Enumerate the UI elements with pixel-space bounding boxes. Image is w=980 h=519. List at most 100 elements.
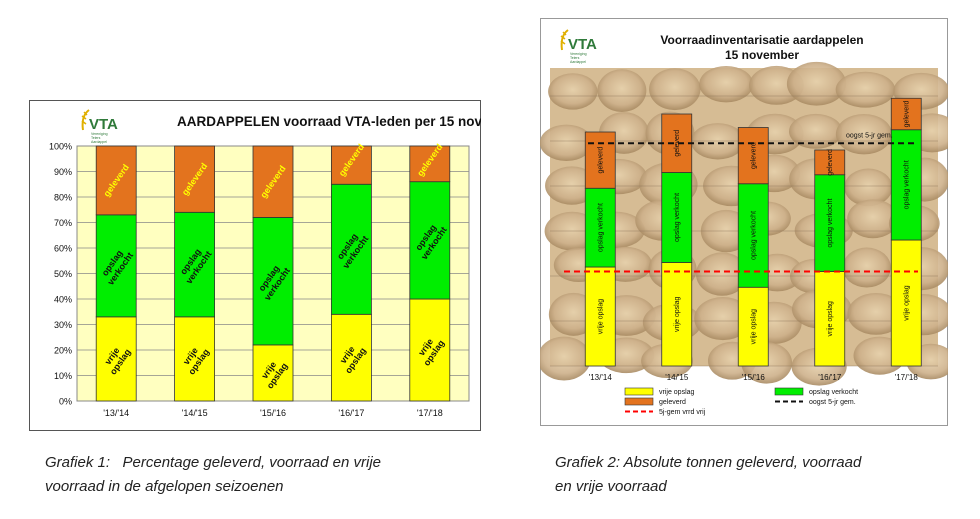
bar-label: vrije opslag	[597, 299, 604, 335]
bar-segment	[174, 211, 216, 318]
x-tick-label: '16/'17	[818, 373, 842, 382]
potato-shape	[789, 113, 843, 149]
bar-segment	[95, 145, 137, 216]
potato-shape	[548, 73, 598, 110]
legend-swatch	[624, 387, 654, 396]
bar-label: vrije opslag	[750, 309, 757, 345]
y-tick-label: 10%	[54, 371, 72, 381]
bar-segment	[174, 145, 216, 213]
chart-title: AARDAPPELEN voorraad VTA-leden per 15 no…	[177, 114, 481, 129]
logo-subtext: Telers	[91, 136, 101, 140]
bar-segment	[737, 127, 769, 185]
potato-shape	[696, 252, 749, 296]
bar-segment	[95, 214, 137, 318]
bar-label: geleverd	[750, 142, 757, 169]
caption-right-line1: Grafiek 2: Absolute tonnen geleverd, voo…	[555, 454, 862, 471]
potato-shape	[842, 247, 891, 288]
logo-text: VTA	[89, 116, 118, 133]
legend-label: geleverd	[659, 399, 686, 406]
y-tick-label: 80%	[54, 193, 72, 203]
wheat-icon-leaves	[560, 31, 567, 45]
caption-left-line1: Grafiek 1: Percentage geleverd, voorraad…	[45, 454, 382, 471]
bar-label: geleverd	[674, 130, 681, 157]
bar-label: geleverd	[827, 149, 834, 176]
bar-segment	[814, 149, 846, 176]
y-tick-label: 70%	[54, 218, 72, 228]
bar-label: vrije opslag	[903, 285, 910, 321]
chart-title-line1: Voorraadinventarisatie aardappelen	[660, 33, 863, 47]
reference-line-label: oogst 5-jr gem.	[846, 132, 893, 139]
x-tick-label: '13/'14	[589, 373, 613, 382]
bar-segment	[661, 113, 693, 173]
legend-label: 5j-gem vrrd vrij	[659, 409, 706, 416]
bar-segment	[409, 145, 451, 183]
y-tick-label: 40%	[54, 295, 72, 305]
bar-segment	[330, 145, 372, 185]
bar-segment	[409, 298, 451, 402]
bar-segment	[814, 271, 846, 367]
bar-label: opslag verkocht	[903, 160, 910, 209]
caption-left-line2: voorraad in de afgelopen seizoenen	[45, 478, 284, 495]
bar-segment	[252, 217, 294, 346]
x-tick-label: '16/'17	[338, 408, 364, 418]
x-tick-label: '15/'16	[260, 408, 286, 418]
x-tick-label: '14/'15	[665, 373, 689, 382]
bar-segment	[661, 172, 693, 263]
x-tick-label: '14/'15	[182, 408, 208, 418]
bar-label: opslag verkocht	[750, 211, 757, 260]
y-tick-label: 90%	[54, 167, 72, 177]
y-tick-label: 30%	[54, 320, 72, 330]
legend-label: vrije opslag	[659, 389, 695, 396]
potato-shape	[835, 71, 896, 108]
caption-right: Grafiek 2: Absolute tonnen geleverd, voo…	[555, 451, 861, 499]
legend-label: opslag verkocht	[809, 389, 858, 396]
x-tick-label: '17/'18	[417, 408, 443, 418]
bar-segment	[814, 174, 846, 272]
bar-label: opslag verkocht	[674, 193, 681, 242]
logo-subtext: Aardappel	[91, 140, 107, 144]
logo-subtext: Aardappel	[570, 60, 586, 64]
y-tick-label: 100%	[49, 142, 72, 152]
bar-segment	[584, 187, 616, 268]
bar-segment	[584, 266, 616, 367]
potato-shape	[540, 336, 591, 381]
y-tick-label: 50%	[54, 269, 72, 279]
logo-text: VTA	[568, 36, 597, 53]
bar-label: opslag verkocht	[597, 203, 604, 252]
bar-segment	[737, 183, 769, 288]
legend-swatch	[774, 387, 804, 396]
caption-left: Grafiek 1: Percentage geleverd, voorraad…	[45, 451, 381, 499]
logo-subtext: Vereniging	[570, 52, 587, 56]
bar-label: opslag verkocht	[827, 199, 834, 248]
bar-segment	[95, 316, 137, 402]
bar-segment	[890, 239, 922, 367]
potato-shape	[844, 168, 893, 207]
bar-segment	[890, 129, 922, 241]
bar-segment	[409, 181, 451, 300]
y-tick-label: 0%	[59, 397, 72, 407]
bar-segment	[584, 131, 616, 189]
logo-subtext: Vereniging	[91, 132, 108, 136]
bar-segment	[890, 97, 922, 131]
x-tick-label: '17/'18	[895, 373, 919, 382]
legend-label: oogst 5-jr gem.	[809, 399, 856, 406]
potato-shape	[847, 199, 899, 239]
logo-subtext: Telers	[570, 56, 580, 60]
x-tick-label: '13/'14	[103, 408, 129, 418]
potato-shape	[694, 296, 752, 341]
bar-segment	[252, 145, 294, 218]
potato-shape	[540, 124, 594, 161]
bar-segment	[330, 313, 372, 402]
bar-segment	[174, 316, 216, 402]
bar-label: geleverd	[903, 100, 910, 127]
y-tick-label: 60%	[54, 244, 72, 254]
potato-shape	[699, 65, 754, 103]
wheat-icon-leaves	[81, 111, 88, 125]
legend-swatch	[624, 397, 654, 406]
potato-shape	[847, 292, 905, 335]
bar-label: vrije opslag	[827, 301, 834, 337]
